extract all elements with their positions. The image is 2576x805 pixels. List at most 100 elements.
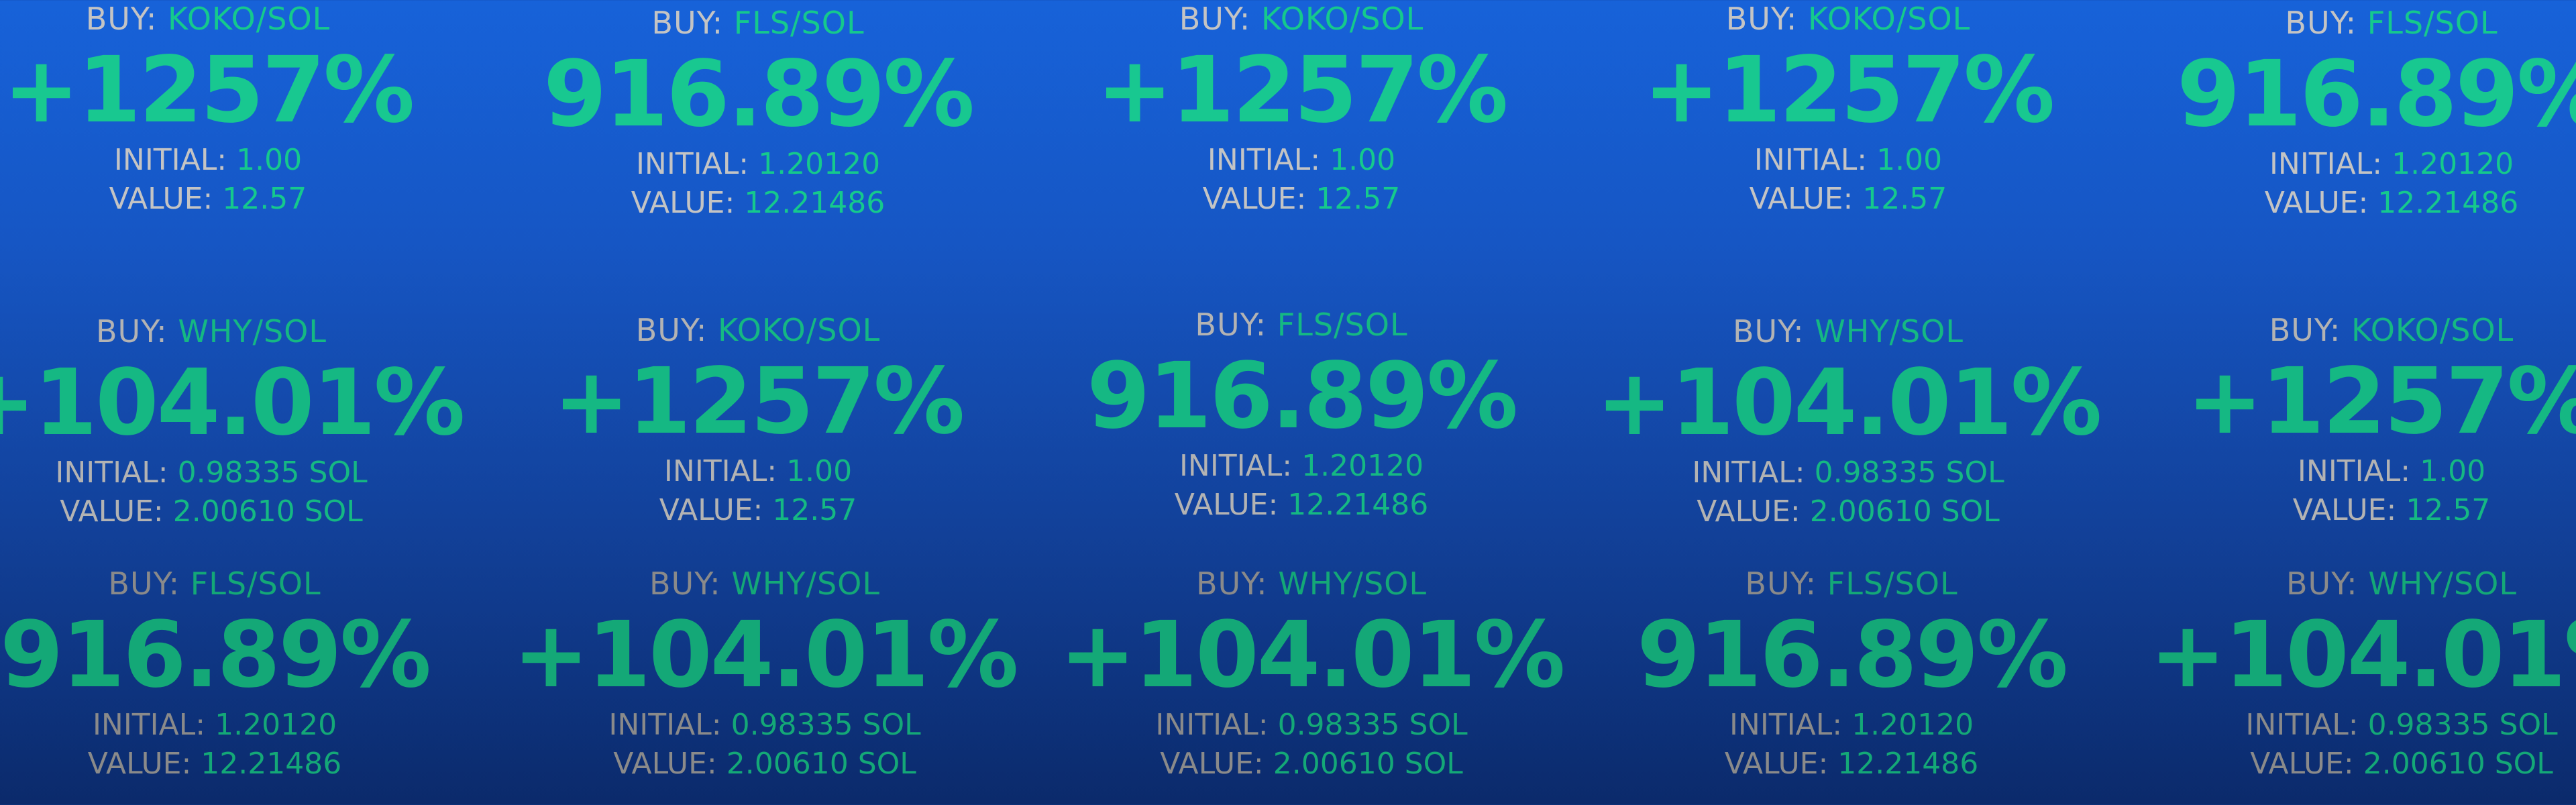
pair-label: WHY/SOL <box>731 566 881 602</box>
initial-label: INITIAL: <box>1155 708 1269 742</box>
pair-label: FLS/SOL <box>1827 566 1958 602</box>
initial-line: INITIAL: 1.00 <box>2103 452 2576 491</box>
buy-label: BUY: <box>1745 566 1817 602</box>
initial-line: INITIAL: 0.98335 SOL <box>476 706 1053 745</box>
value-label: VALUE: <box>87 747 192 781</box>
value-line: VALUE: 2.00610 SOL <box>1023 745 1600 784</box>
buy-label: BUY: <box>1732 313 1805 350</box>
value-line: VALUE: 12.21486 <box>0 745 503 784</box>
percent-gain: +1257% <box>3 38 415 144</box>
pair-label: WHY/SOL <box>1815 313 1964 350</box>
initial-line: INITIAL: 1.20120 <box>470 145 1046 184</box>
trade-card-koko: BUY: KOKO/SOL +1257% INITIAL: 1.00 VALUE… <box>470 311 1046 530</box>
buy-line: BUY: WHY/SOL <box>1023 565 1600 602</box>
initial-label: INITIAL: <box>1179 449 1293 483</box>
value-amount: 12.57 <box>222 182 307 216</box>
percent-gain: +104.01% <box>0 350 466 456</box>
buy-label: BUY: <box>1725 1 1798 37</box>
value-line: VALUE: 12.57 <box>1013 180 1590 219</box>
pair-label: KOKO/SOL <box>168 1 331 37</box>
value-amount: 2.00610 SOL <box>172 494 363 529</box>
value-line: VALUE: 2.00610 SOL <box>476 745 1053 784</box>
initial-line: INITIAL: 0.98335 SOL <box>2113 706 2576 745</box>
initial-label: INITIAL: <box>1692 455 1805 490</box>
buy-label: BUY: <box>635 312 708 348</box>
percent-gain: +104.01% <box>1596 350 2102 456</box>
value-label: VALUE: <box>60 494 164 529</box>
trade-card-koko: BUY: KOKO/SOL +1257% INITIAL: 1.00 VALUE… <box>1013 0 1590 219</box>
trade-card-koko: BUY: KOKO/SOL +1257% INITIAL: 1.00 VALUE… <box>1560 0 2137 219</box>
initial-line: INITIAL: 1.00 <box>1013 141 1590 180</box>
initial-label: INITIAL: <box>92 708 206 742</box>
buy-label: BUY: <box>108 566 180 602</box>
percent-gain: +104.01% <box>513 602 1018 708</box>
initial-value: 0.98335 SOL <box>731 708 921 742</box>
value-label: VALUE: <box>1202 182 1307 216</box>
pair-label: KOKO/SOL <box>718 312 881 348</box>
buy-line: BUY: KOKO/SOL <box>1013 0 1590 38</box>
initial-label: INITIAL: <box>55 455 168 490</box>
pair-label: FLS/SOL <box>2367 5 2498 41</box>
initial-line: INITIAL: 1.20120 <box>1013 447 1590 486</box>
percent-gain: 916.89% <box>1086 343 1518 449</box>
value-amount: 12.57 <box>1316 182 1401 216</box>
initial-value: 1.20120 <box>758 147 881 181</box>
initial-line: INITIAL: 0.98335 SOL <box>1023 706 1600 745</box>
value-amount: 2.00610 SOL <box>1809 494 2000 529</box>
buy-line: BUY: FLS/SOL <box>1013 306 1590 343</box>
buy-label: BUY: <box>1195 307 1267 343</box>
value-label: VALUE: <box>109 182 213 216</box>
value-line: VALUE: 12.57 <box>470 491 1046 530</box>
value-amount: 12.57 <box>1862 182 1947 216</box>
value-line: VALUE: 12.57 <box>1560 180 2137 219</box>
initial-value: 1.00 <box>2420 454 2486 488</box>
buy-line: BUY: FLS/SOL <box>1563 565 2140 602</box>
buy-label: BUY: <box>1195 566 1268 602</box>
initial-line: INITIAL: 1.20120 <box>1563 706 2140 745</box>
buy-line: BUY: WHY/SOL <box>0 313 500 350</box>
value-amount: 2.00610 SOL <box>2363 747 2553 781</box>
initial-label: INITIAL: <box>113 143 227 177</box>
percent-gain: 916.89% <box>543 42 975 148</box>
trade-card-why: BUY: WHY/SOL +104.01% INITIAL: 0.98335 S… <box>1560 313 2137 531</box>
initial-value: 0.98335 SOL <box>1277 708 1468 742</box>
initial-label: INITIAL: <box>608 708 722 742</box>
value-label: VALUE: <box>2264 186 2369 220</box>
value-label: VALUE: <box>1174 488 1279 522</box>
trade-card-fls: BUY: FLS/SOL 916.89% INITIAL: 1.20120 VA… <box>0 565 503 784</box>
pair-label: KOKO/SOL <box>2351 312 2514 348</box>
pair-label: FLS/SOL <box>733 5 865 41</box>
trade-card-why: BUY: WHY/SOL +104.01% INITIAL: 0.98335 S… <box>2113 565 2576 784</box>
pair-label: FLS/SOL <box>190 566 321 602</box>
initial-label: INITIAL: <box>1754 143 1868 177</box>
buy-line: BUY: FLS/SOL <box>2103 4 2576 42</box>
value-label: VALUE: <box>631 186 735 220</box>
buy-line: BUY: KOKO/SOL <box>470 311 1046 349</box>
percent-gain: 916.89% <box>1636 602 2068 708</box>
buy-label: BUY: <box>2286 566 2358 602</box>
percent-gain: 916.89% <box>2176 42 2576 148</box>
value-label: VALUE: <box>2250 747 2354 781</box>
initial-line: INITIAL: 0.98335 SOL <box>1560 453 2137 492</box>
value-amount: 12.57 <box>2406 493 2491 527</box>
initial-value: 1.20120 <box>2392 147 2514 181</box>
initial-value: 0.98335 SOL <box>2367 708 2558 742</box>
trade-card-koko: BUY: KOKO/SOL +1257% INITIAL: 1.00 VALUE… <box>2103 311 2576 530</box>
value-amount: 12.21486 <box>1837 747 1979 781</box>
buy-line: BUY: KOKO/SOL <box>1560 0 2137 38</box>
pair-label: FLS/SOL <box>1277 307 1408 343</box>
buy-line: BUY: WHY/SOL <box>2113 565 2576 602</box>
initial-value: 1.00 <box>1876 143 1943 177</box>
initial-label: INITIAL: <box>2269 147 2383 181</box>
trade-card-koko: BUY: KOKO/SOL +1257% INITIAL: 1.00 VALUE… <box>0 0 496 219</box>
initial-line: INITIAL: 1.00 <box>0 141 496 180</box>
buy-label: BUY: <box>95 313 168 350</box>
value-label: VALUE: <box>1160 747 1264 781</box>
buy-label: BUY: <box>651 5 724 41</box>
buy-line: BUY: KOKO/SOL <box>0 0 496 38</box>
initial-value: 1.20120 <box>1301 449 1424 483</box>
trade-card-why: BUY: WHY/SOL +104.01% INITIAL: 0.98335 S… <box>0 313 500 531</box>
value-amount: 12.21486 <box>1287 488 1429 522</box>
initial-line: INITIAL: 1.00 <box>470 452 1046 491</box>
